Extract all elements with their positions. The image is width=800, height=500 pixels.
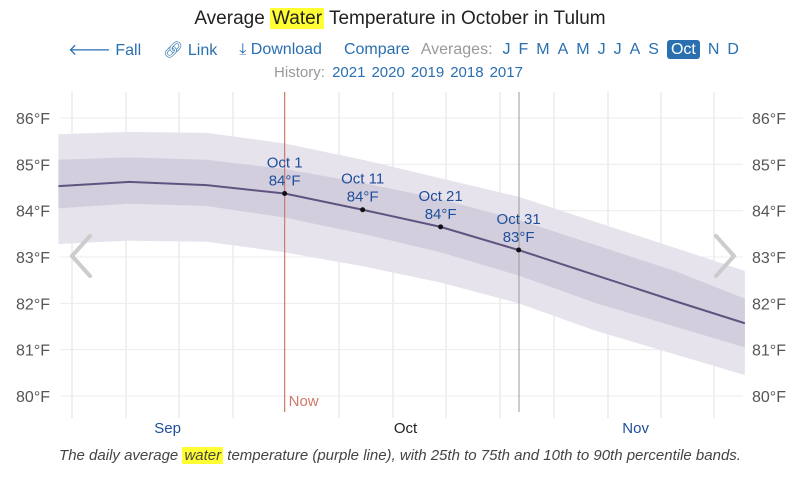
- arrow-left-icon: 🡐: [68, 42, 111, 59]
- annotation-value: 84°F: [347, 189, 379, 206]
- temperature-chart: 80°F 80°F 81°F 81°F 82°F 82°F 83°F 83°F 84°F 84°F…: [16, 92, 786, 437]
- y-tick-label-left: 84°F: [16, 204, 50, 221]
- page-title: Average Water Temperature in October in …: [0, 8, 800, 30]
- annotation-date: Oct 21: [419, 188, 463, 205]
- month-label-oct: Oct: [394, 420, 418, 437]
- history-year-2019[interactable]: 2019: [410, 64, 445, 81]
- month-label-nov: Nov: [622, 420, 649, 437]
- link-icon: 🔗︎: [163, 41, 184, 59]
- compare-button[interactable]: Compare: [343, 40, 410, 58]
- month-link-2[interactable]: M: [536, 40, 550, 58]
- month-link-9[interactable]: Oct: [666, 39, 700, 59]
- annotation-date: Oct 31: [497, 211, 541, 228]
- download-icon: ⤓: [239, 40, 247, 58]
- now-label: Now: [289, 393, 319, 410]
- history-year-2021[interactable]: 2021: [332, 64, 366, 81]
- annotation-date: Oct 11: [341, 171, 384, 188]
- annotation-point: [438, 224, 444, 230]
- y-tick-label-right: 81°F: [752, 343, 786, 360]
- daily-average-line: [58, 180, 746, 325]
- link-label: Link: [187, 41, 218, 59]
- title-text: Average: [194, 8, 271, 29]
- annotation-point: [516, 247, 522, 253]
- history-year-2018[interactable]: 2018: [450, 64, 484, 81]
- averages-label: Averages:: [420, 40, 493, 58]
- caption-text: The daily average: [59, 447, 183, 464]
- month-link-10[interactable]: N: [707, 40, 720, 58]
- back-label: Fall: [115, 42, 142, 59]
- month-links: J F M A M J J A S Oct N D: [499, 39, 743, 59]
- history-year-2020[interactable]: 2020: [371, 64, 405, 81]
- y-tick-label-right: 85°F: [752, 157, 786, 174]
- title-text-end: Temperature in October in Tulum: [324, 8, 606, 29]
- month-link-1[interactable]: F: [518, 40, 529, 58]
- y-tick-label-right: 84°F: [752, 204, 786, 221]
- download-label: Download: [250, 40, 322, 58]
- y-tick-label-right: 82°F: [752, 296, 786, 313]
- chevron-left-icon[interactable]: [69, 234, 92, 278]
- link-button[interactable]: 🔗︎ Link: [163, 40, 217, 60]
- history-year-2017[interactable]: 2017: [489, 64, 523, 81]
- history-years: 2021 2020 2019 2018 2017: [329, 64, 526, 81]
- annotation-value: 83°F: [503, 229, 535, 246]
- y-tick-label-right: 86°F: [752, 111, 786, 128]
- annotation-value: 84°F: [269, 173, 301, 190]
- caption-highlight: water: [182, 447, 224, 464]
- y-tick-label-left: 85°F: [16, 157, 50, 174]
- month-link-5[interactable]: J: [597, 40, 606, 58]
- y-tick-label-left: 80°F: [16, 389, 50, 406]
- percentile-25-75-band: [58, 157, 745, 348]
- y-tick-label-right: 80°F: [752, 389, 786, 406]
- y-tick-label-right: 83°F: [752, 250, 786, 267]
- annotation-point: [282, 191, 288, 197]
- y-tick-label-left: 83°F: [16, 250, 50, 267]
- annotation-date: Oct 1: [267, 155, 303, 172]
- chevron-right-icon[interactable]: [714, 234, 737, 278]
- annotation-value: 84°F: [425, 206, 457, 223]
- chart-caption: The daily average water temperature (pur…: [40, 444, 760, 467]
- month-link-0[interactable]: J: [502, 40, 511, 58]
- nav-bar: 🡐 Fall 🔗︎ Link ⤓ Download Compare Averag…: [0, 39, 800, 60]
- history-label: History:: [274, 64, 325, 81]
- y-tick-label-left: 81°F: [16, 343, 50, 360]
- month-link-7[interactable]: A: [629, 40, 641, 58]
- month-link-8[interactable]: S: [648, 40, 659, 58]
- annotation-point: [360, 207, 366, 213]
- caption-text-end: temperature (purple line), with 25th to …: [223, 447, 741, 464]
- month-link-3[interactable]: A: [557, 40, 569, 58]
- month-link-6[interactable]: J: [613, 40, 622, 58]
- month-label-sep: Sep: [154, 420, 181, 437]
- back-fall-link[interactable]: 🡐 Fall: [68, 39, 141, 60]
- y-tick-label-left: 82°F: [16, 296, 50, 313]
- month-link-11[interactable]: D: [727, 40, 739, 58]
- download-button[interactable]: ⤓ Download: [239, 41, 322, 59]
- title-highlight: Water: [270, 8, 325, 29]
- history-bar: History: 2021 2020 2019 2018 2017: [0, 64, 800, 81]
- y-tick-label-left: 86°F: [16, 111, 50, 128]
- month-link-4[interactable]: M: [576, 40, 590, 58]
